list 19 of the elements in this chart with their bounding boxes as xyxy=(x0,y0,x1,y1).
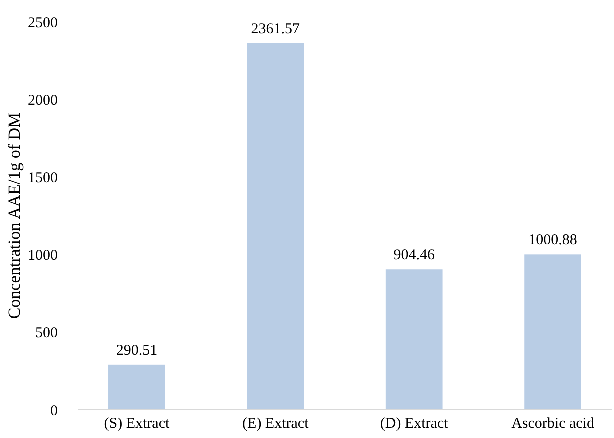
y-tick-label: 2500 xyxy=(28,15,58,32)
y-tick-label: 1000 xyxy=(28,248,58,264)
y-tick-label: 0 xyxy=(50,403,58,420)
data-label: 1000.88 xyxy=(528,232,578,249)
x-tick-label: (S) Extract xyxy=(104,416,170,432)
x-tick-label: (E) Extract xyxy=(242,416,310,432)
bar xyxy=(247,43,304,410)
data-label: 904.46 xyxy=(394,248,436,264)
bar xyxy=(108,364,166,410)
data-label: 290.51 xyxy=(116,342,158,359)
y-tick-label: 1500 xyxy=(28,170,58,186)
data-label: 2361.57 xyxy=(251,21,301,38)
bar xyxy=(524,254,582,410)
x-tick-label: Ascorbic acid xyxy=(512,416,595,432)
bar xyxy=(386,270,443,410)
x-tick-label: (D) Extract xyxy=(380,416,450,432)
y-tick-label: 500 xyxy=(36,326,58,342)
y-axis-title: Concentration AAE/1g of DM xyxy=(4,112,24,320)
y-tick-label: 2000 xyxy=(28,92,58,109)
